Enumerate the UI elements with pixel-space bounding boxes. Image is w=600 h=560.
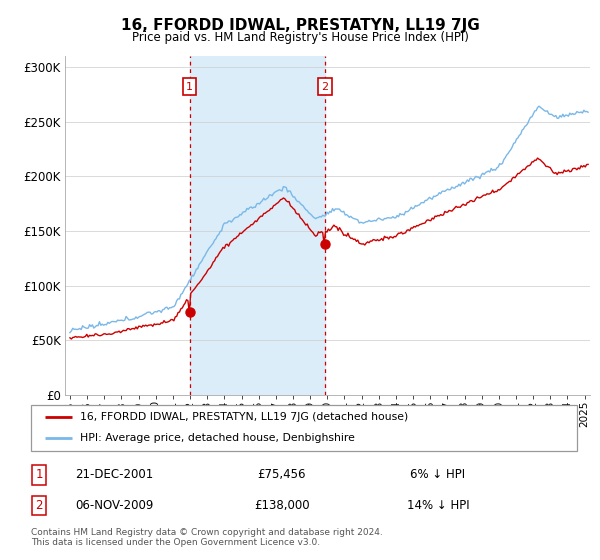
Text: 1: 1	[186, 82, 193, 92]
Text: Price paid vs. HM Land Registry's House Price Index (HPI): Price paid vs. HM Land Registry's House …	[131, 31, 469, 44]
FancyBboxPatch shape	[31, 405, 577, 451]
Text: 16, FFORDD IDWAL, PRESTATYN, LL19 7JG: 16, FFORDD IDWAL, PRESTATYN, LL19 7JG	[121, 18, 479, 33]
Text: 2: 2	[35, 499, 43, 512]
Text: £138,000: £138,000	[254, 499, 310, 512]
Text: HPI: Average price, detached house, Denbighshire: HPI: Average price, detached house, Denb…	[80, 433, 355, 444]
Text: Contains HM Land Registry data © Crown copyright and database right 2024.
This d: Contains HM Land Registry data © Crown c…	[31, 528, 383, 548]
Bar	[190, 56, 325, 395]
Text: 14% ↓ HPI: 14% ↓ HPI	[407, 499, 469, 512]
Text: 1: 1	[35, 468, 43, 482]
Text: 6% ↓ HPI: 6% ↓ HPI	[410, 468, 466, 482]
Text: £75,456: £75,456	[258, 468, 306, 482]
Text: 21-DEC-2001: 21-DEC-2001	[75, 468, 153, 482]
Text: 2: 2	[321, 82, 328, 92]
Text: 06-NOV-2009: 06-NOV-2009	[75, 499, 153, 512]
Text: 16, FFORDD IDWAL, PRESTATYN, LL19 7JG (detached house): 16, FFORDD IDWAL, PRESTATYN, LL19 7JG (d…	[80, 412, 409, 422]
